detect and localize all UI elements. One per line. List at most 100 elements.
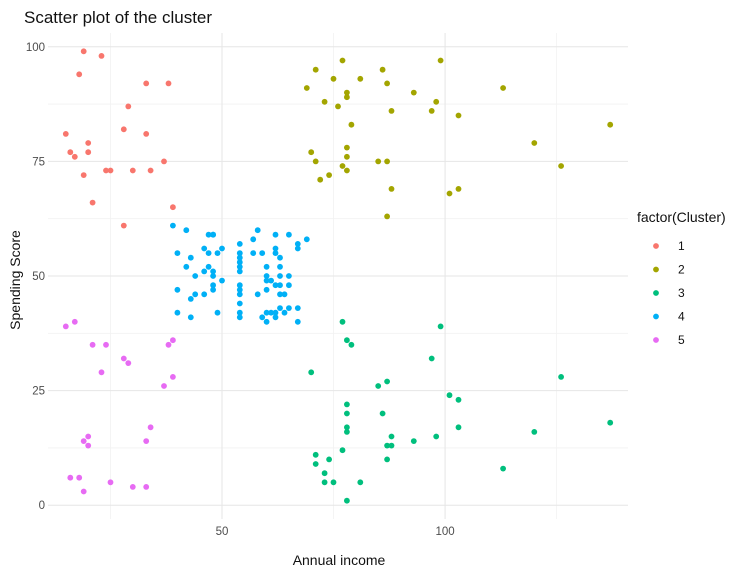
data-point-cluster-2	[428, 108, 435, 114]
grid	[48, 33, 628, 519]
data-point-cluster-4	[294, 305, 301, 311]
data-point-cluster-1	[165, 80, 172, 87]
legend-key-2	[653, 266, 659, 273]
data-point-cluster-4	[272, 282, 279, 289]
data-point-cluster-3	[607, 419, 614, 426]
data-point-cluster-4	[294, 241, 301, 247]
data-point-cluster-2	[317, 176, 324, 183]
data-point-cluster-5	[103, 341, 109, 348]
data-point-cluster-2	[437, 57, 444, 64]
x-axis-ticks: 50 100	[216, 526, 455, 538]
data-point-cluster-3	[357, 479, 364, 486]
data-point-cluster-5	[62, 323, 69, 330]
data-point-cluster-5	[107, 479, 114, 486]
data-point-cluster-3	[446, 392, 453, 399]
data-point-cluster-4	[236, 286, 243, 293]
legend-title: factor(Cluster)	[637, 209, 726, 225]
data-point-cluster-3	[531, 429, 538, 435]
legend-label-5: 5	[678, 333, 685, 347]
data-point-cluster-4	[170, 222, 176, 229]
data-point-cluster-4	[187, 254, 194, 261]
plot-panel	[48, 33, 628, 519]
data-point-cluster-4	[174, 286, 181, 293]
data-point-cluster-2	[321, 98, 328, 105]
data-point-cluster-4	[286, 305, 292, 311]
data-point-cluster-1	[120, 222, 127, 229]
data-point-cluster-3	[388, 433, 395, 440]
data-point-cluster-1	[129, 167, 136, 174]
data-point-cluster-4	[236, 263, 243, 270]
data-point-cluster-3	[388, 442, 395, 449]
y-tick-label: 25	[32, 386, 45, 398]
data-point-cluster-1	[170, 204, 176, 211]
y-tick-label: 100	[26, 42, 45, 54]
data-point-cluster-3	[437, 323, 444, 330]
data-point-cluster-3	[344, 337, 350, 344]
data-point-cluster-3	[455, 396, 462, 403]
data-point-cluster-4	[286, 282, 292, 289]
data-point-cluster-4	[236, 314, 243, 321]
data-point-cluster-2	[344, 144, 350, 151]
data-point-cluster-4	[272, 231, 279, 238]
data-point-cluster-4	[210, 282, 217, 289]
data-point-cluster-4	[286, 273, 292, 279]
data-point-cluster-4	[303, 236, 310, 243]
legend-label-4: 4	[678, 310, 685, 324]
data-point-cluster-5	[120, 355, 127, 362]
data-point-cluster-2	[375, 158, 382, 165]
legend-key-4	[653, 313, 659, 320]
data-point-cluster-3	[344, 401, 350, 408]
data-point-cluster-3	[339, 318, 346, 325]
data-point-cluster-4	[250, 236, 257, 243]
data-point-cluster-3	[344, 410, 350, 417]
data-point-cluster-1	[85, 140, 92, 146]
data-point-cluster-3	[455, 424, 462, 431]
data-point-cluster-3	[384, 442, 390, 449]
y-tick-label: 50	[32, 271, 45, 283]
data-point-cluster-1	[103, 167, 109, 174]
data-point-cluster-4	[259, 314, 266, 321]
data-point-cluster-1	[98, 53, 105, 59]
data-point-cluster-5	[125, 360, 132, 366]
data-point-cluster-1	[125, 103, 132, 110]
data-point-cluster-4	[236, 259, 243, 266]
legend-label-1: 1	[678, 239, 685, 253]
x-axis-label: Annual income	[293, 552, 386, 568]
data-point-cluster-4	[263, 318, 270, 325]
data-point-cluster-4	[210, 286, 217, 293]
data-point-cluster-4	[236, 250, 243, 256]
data-point-cluster-4	[187, 314, 194, 321]
data-point-cluster-2	[326, 172, 332, 179]
data-point-cluster-2	[410, 89, 417, 96]
data-point-cluster-2	[339, 163, 346, 169]
data-points	[62, 48, 614, 504]
data-point-cluster-4	[263, 277, 270, 284]
data-point-cluster-4	[201, 291, 208, 298]
data-point-cluster-4	[263, 286, 270, 293]
data-point-cluster-4	[201, 268, 208, 275]
chart-title: Scatter plot of the cluster	[24, 8, 212, 27]
data-point-cluster-2	[531, 140, 538, 146]
data-point-cluster-4	[272, 309, 279, 316]
data-point-cluster-4	[236, 309, 243, 316]
data-point-cluster-4	[263, 309, 270, 316]
data-point-cluster-3	[344, 424, 350, 431]
data-point-cluster-3	[326, 456, 332, 463]
data-point-cluster-4	[272, 250, 279, 256]
data-point-cluster-1	[76, 71, 83, 78]
data-point-cluster-2	[344, 153, 350, 160]
x-tick-label: 50	[216, 526, 229, 538]
data-point-cluster-3	[384, 378, 390, 385]
data-point-cluster-4	[201, 245, 208, 252]
data-point-cluster-4	[187, 296, 194, 302]
data-point-cluster-2	[312, 66, 319, 73]
y-axis-label: Spending Score	[7, 230, 23, 330]
data-point-cluster-5	[76, 474, 83, 481]
legend-items: 1 2 3 4 5	[653, 239, 685, 347]
data-point-cluster-4	[294, 245, 301, 252]
legend-key-3	[653, 290, 659, 296]
data-point-cluster-4	[219, 277, 225, 284]
data-point-cluster-1	[62, 131, 69, 137]
data-point-cluster-2	[344, 89, 350, 96]
